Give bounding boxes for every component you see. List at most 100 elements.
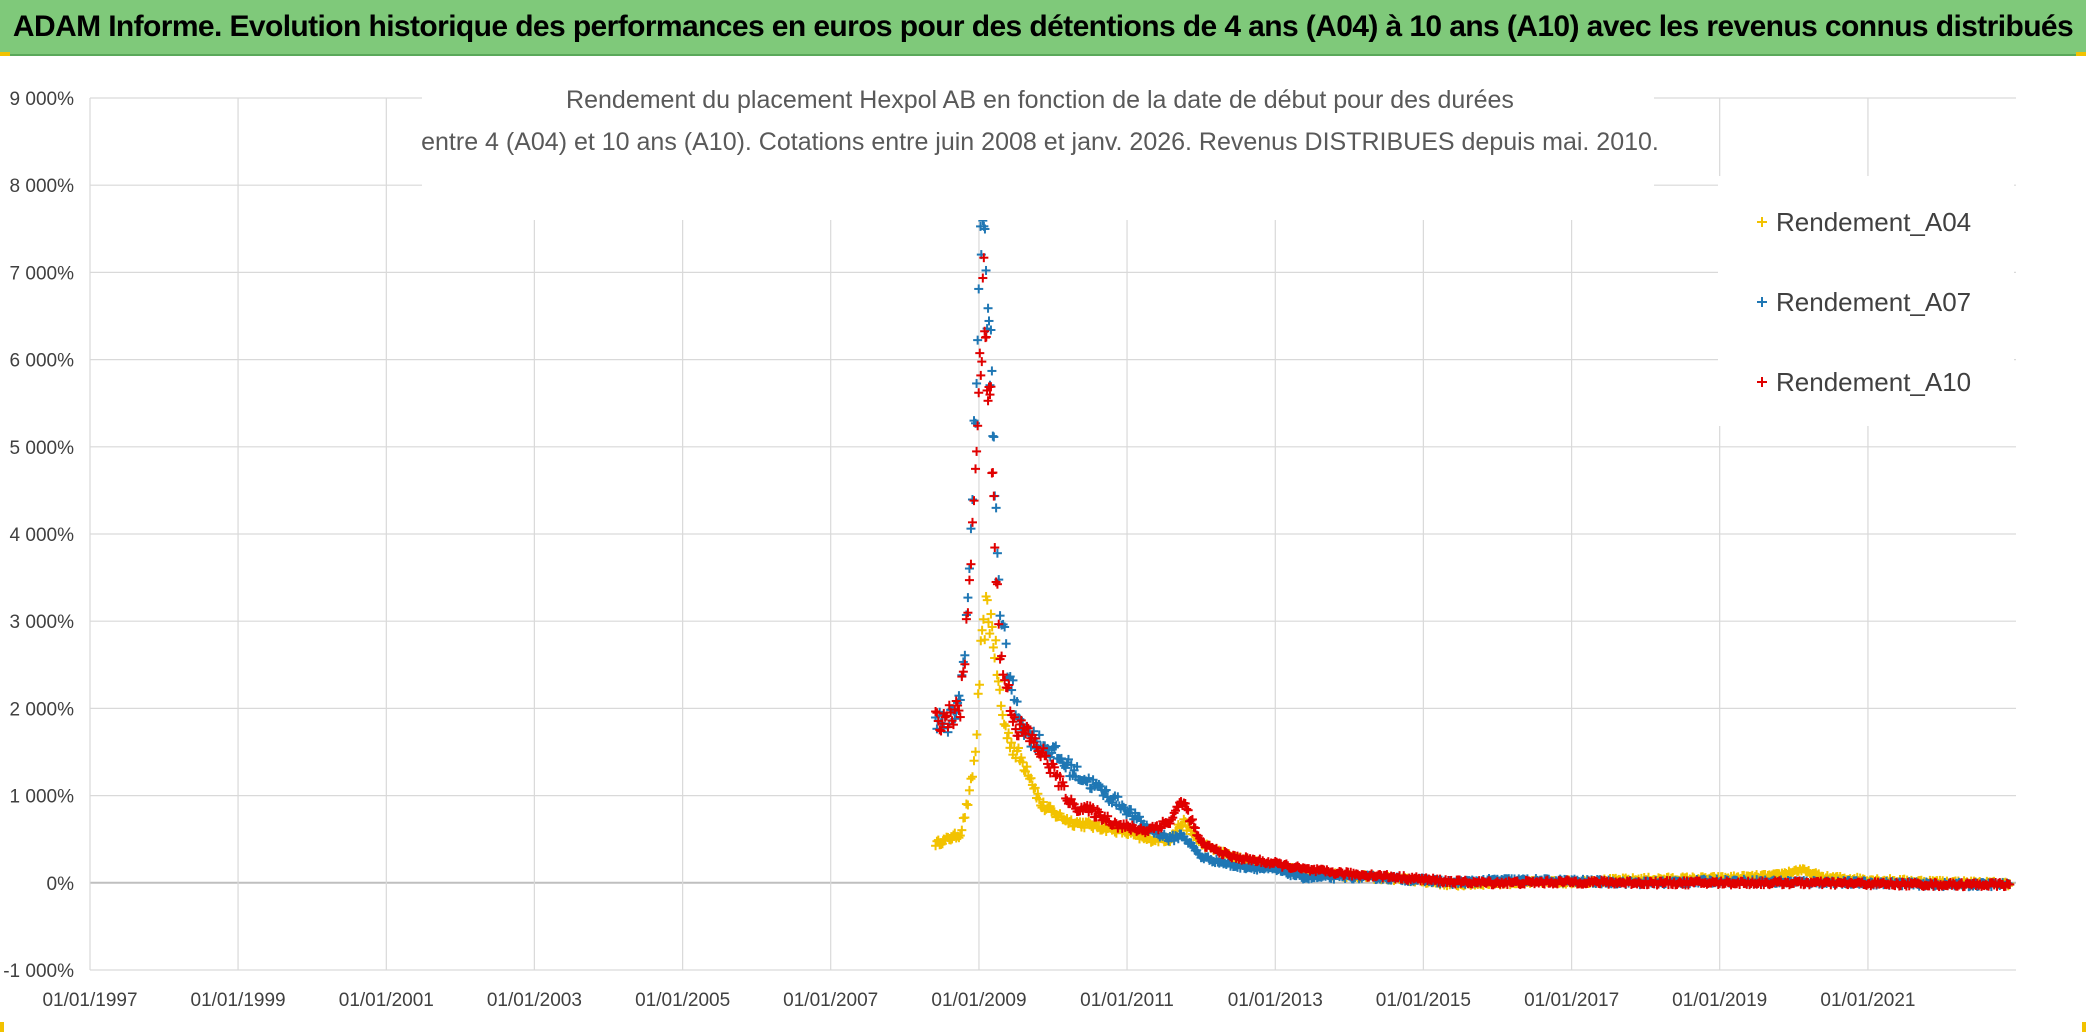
- series-rendement_a10: [931, 253, 2015, 892]
- data-point: [1079, 823, 1089, 833]
- data-point: [1186, 815, 1196, 825]
- data-point: [931, 841, 941, 851]
- data-point: [1045, 768, 1055, 778]
- data-point: [999, 719, 1009, 729]
- data-point: [985, 629, 995, 639]
- data-point: [951, 696, 961, 706]
- data-point: [1101, 785, 1111, 795]
- x-tick-label: 01/01/2021: [1820, 990, 1915, 1011]
- data-point: [1004, 680, 1014, 690]
- data-point: [958, 667, 968, 677]
- data-point: [1038, 743, 1048, 753]
- data-point: [974, 284, 984, 294]
- data-point: [963, 593, 973, 603]
- data-point: [969, 496, 979, 506]
- data-point: [1049, 762, 1059, 772]
- data-point: [1008, 675, 1018, 685]
- x-tick-label: 01/01/2013: [1228, 990, 1323, 1011]
- data-point: [1190, 823, 1200, 833]
- data-point: [1026, 773, 1036, 783]
- axis-labels: -1 000% 0% 1 000% 2 000% 3 000% 4 000% 5 000% 6…: [3, 89, 1915, 1011]
- data-point: [971, 464, 981, 474]
- data-point: [1072, 762, 1082, 772]
- x-tick-label: 01/01/2017: [1524, 990, 1619, 1011]
- data-point: [1016, 715, 1026, 725]
- data-point: [991, 635, 1001, 645]
- data-point: [966, 524, 976, 534]
- data-point: [931, 706, 941, 716]
- data-point: [1183, 805, 1193, 815]
- data-point: [972, 378, 982, 388]
- chart-title-line-1: Rendement du placement Hexpol AB en fonc…: [566, 86, 1514, 114]
- data-point: [1180, 798, 1190, 808]
- data-point: [1187, 814, 1197, 824]
- data-point: [1084, 773, 1094, 783]
- corner-mark-bottom-left: [0, 1022, 4, 1032]
- data-point: [978, 273, 988, 283]
- data-point: [1108, 793, 1118, 803]
- data-point: [1030, 734, 1040, 744]
- corner-mark-bottom-right: [2082, 1022, 2086, 1032]
- data-point: [966, 559, 976, 569]
- data-point: [961, 614, 971, 624]
- data-point: [982, 595, 992, 605]
- data-point: [993, 676, 1003, 686]
- y-tick-label: 4 000%: [10, 525, 75, 546]
- x-tick-label: 01/01/2011: [1080, 990, 1174, 1011]
- data-point: [972, 730, 982, 740]
- data-point: [935, 725, 945, 735]
- data-point: [1022, 762, 1032, 772]
- data-point: [1156, 823, 1166, 833]
- data-point: [998, 670, 1008, 680]
- data-point: [988, 642, 998, 652]
- data-point: [955, 831, 965, 841]
- data-point: [943, 722, 953, 732]
- legend-label: Rendement_A07: [1776, 287, 1971, 317]
- data-point: [1091, 812, 1101, 822]
- x-tick-label: 01/01/2005: [635, 990, 730, 1011]
- data-point: [936, 726, 946, 736]
- data-point: [1001, 721, 1011, 731]
- data-point: [1002, 733, 1012, 743]
- data-point: [1022, 722, 1032, 732]
- data-point: [1113, 792, 1123, 802]
- data-point: [997, 651, 1007, 661]
- data-point: [1182, 804, 1192, 814]
- corner-mark-top-left: [0, 52, 10, 56]
- data-point: [986, 382, 996, 392]
- data-point: [973, 421, 983, 431]
- data-point: [953, 701, 963, 711]
- data-point: [954, 706, 964, 716]
- corner-mark-top-right: [2076, 52, 2086, 56]
- banner-title: ADAM Informe. Evolution historique des p…: [12, 10, 2074, 43]
- data-point: [957, 825, 967, 835]
- legend: Rendement_A04 Rendement_A07 Rendement_A10: [1718, 176, 2014, 426]
- y-tick-label: 2 000%: [10, 699, 75, 720]
- data-point: [998, 710, 1008, 720]
- data-point: [1000, 622, 1010, 632]
- data-point: [991, 503, 1001, 513]
- data-point: [989, 432, 999, 442]
- x-tick-label: 01/01/2009: [931, 990, 1026, 1011]
- data-point: [990, 543, 1000, 553]
- x-tick-label: 01/01/2019: [1672, 990, 1767, 1011]
- data-point: [983, 396, 993, 406]
- data-point: [983, 303, 993, 313]
- data-point: [960, 813, 970, 823]
- data-point: [1041, 751, 1051, 761]
- chart-title-line-2: entre 4 (A04) et 10 ans (A10). Cotations…: [421, 128, 1659, 156]
- legend-box: [1718, 176, 2014, 426]
- legend-label: Rendement_A04: [1776, 207, 1971, 237]
- data-point: [980, 224, 990, 234]
- data-point: [964, 785, 974, 795]
- data-point: [1006, 738, 1016, 748]
- data-point: [944, 700, 954, 710]
- data-point: [1173, 802, 1183, 812]
- data-point: [957, 672, 967, 682]
- data-point: [1049, 742, 1059, 752]
- data-point: [1135, 812, 1145, 822]
- data-point: [1016, 753, 1026, 763]
- data-point: [954, 691, 964, 701]
- data-point: [975, 348, 985, 358]
